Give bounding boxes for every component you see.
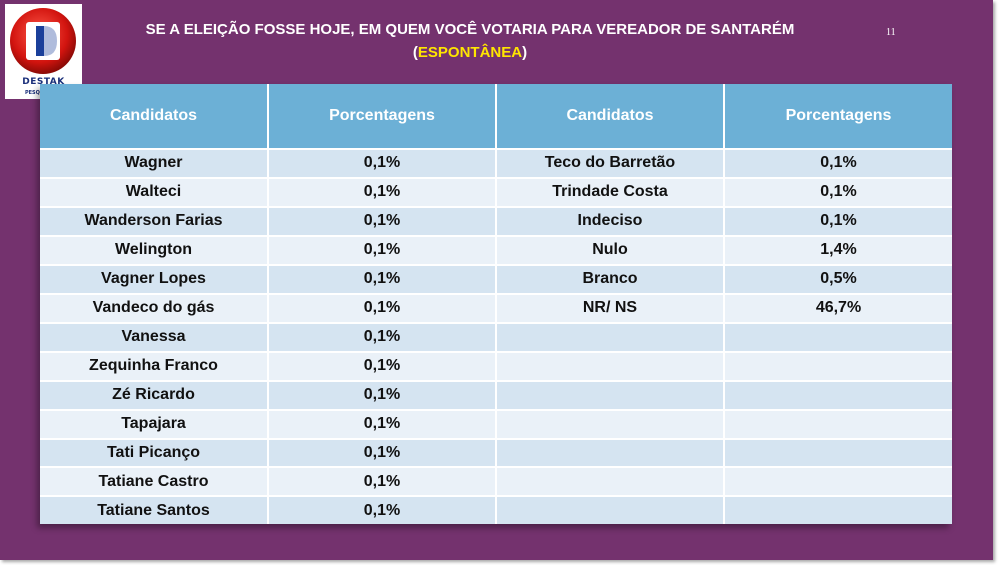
percentage-cell xyxy=(724,322,952,352)
header-candidates-1: Candidatos xyxy=(40,84,269,149)
logo-emblem-icon xyxy=(10,8,76,74)
table-row: Zé Ricardo 0,1% xyxy=(40,380,952,410)
percentage-cell xyxy=(724,380,952,410)
candidate-name-cell xyxy=(496,351,725,381)
candidate-name-cell: Zequinha Franco xyxy=(40,351,269,381)
header-percent-2: Porcentagens xyxy=(724,84,952,149)
logo-name: DESTAK xyxy=(22,77,65,87)
table-row: Vandeco do gás 0,1% NR/ NS 46,7% xyxy=(40,293,952,323)
percentage-cell: 0,1% xyxy=(268,467,497,497)
percentage-cell: 0,1% xyxy=(268,380,497,410)
percentage-cell: 46,7% xyxy=(724,293,952,323)
percentage-cell xyxy=(724,409,952,439)
candidate-name-cell xyxy=(496,467,725,497)
candidate-name-cell: Wagner xyxy=(40,149,269,178)
candidate-name-cell: Tati Picanço xyxy=(40,438,269,468)
candidate-name-cell xyxy=(496,380,725,410)
table-row: Walteci 0,1% Trindade Costa 0,1% xyxy=(40,177,952,207)
page-number: 11 xyxy=(886,27,896,38)
title-line-2: (ESPONTÂNEA) xyxy=(100,41,840,64)
title-paren-open: ( xyxy=(412,44,418,61)
title-highlight: ESPONTÂNEA xyxy=(417,44,523,61)
candidate-name-cell: Vagner Lopes xyxy=(40,264,269,294)
candidate-name-cell: Wanderson Farias xyxy=(40,206,269,236)
table-row: Wagner 0,1% Teco do Barretão 0,1% xyxy=(40,149,952,178)
candidate-name-cell: Welington xyxy=(40,235,269,265)
header-candidates-2: Candidatos xyxy=(496,84,725,149)
table-header-row: Candidatos Porcentagens Candidatos Porce… xyxy=(40,84,952,149)
percentage-cell: 0,1% xyxy=(268,235,497,265)
table-row: Vanessa 0,1% xyxy=(40,322,952,352)
percentage-cell: 0,1% xyxy=(724,177,952,207)
candidate-name-cell: Trindade Costa xyxy=(496,177,725,207)
candidate-name-cell: NR/ NS xyxy=(496,293,725,323)
header-percent-1: Porcentagens xyxy=(268,84,497,149)
title-paren-close: ) xyxy=(522,44,528,61)
destak-logo: DESTAK PESQUISAS E xyxy=(5,4,82,99)
candidate-name-cell xyxy=(496,438,725,468)
percentage-cell: 0,1% xyxy=(724,149,952,178)
percentage-cell: 0,5% xyxy=(724,264,952,294)
percentage-cell: 0,1% xyxy=(268,206,497,236)
percentage-cell: 0,1% xyxy=(724,206,952,236)
percentage-cell: 0,1% xyxy=(268,293,497,323)
percentage-cell: 0,1% xyxy=(268,322,497,352)
candidate-name-cell: Teco do Barretão xyxy=(496,149,725,178)
table-row: Tapajara 0,1% xyxy=(40,409,952,439)
candidate-name-cell: Zé Ricardo xyxy=(40,380,269,410)
candidate-name-cell: Tapajara xyxy=(40,409,269,439)
table-row: Welington 0,1% Nulo 1,4% xyxy=(40,235,952,265)
table-row: Vagner Lopes 0,1% Branco 0,5% xyxy=(40,264,952,294)
candidate-name-cell xyxy=(496,322,725,352)
percentage-cell: 0,1% xyxy=(268,496,497,524)
candidate-name-cell: Branco xyxy=(496,264,725,294)
table-row: Zequinha Franco 0,1% xyxy=(40,351,952,381)
percentage-cell: 1,4% xyxy=(724,235,952,265)
title-line-1: SE A ELEIÇÃO FOSSE HOJE, EM QUEM VOCÊ VO… xyxy=(145,21,795,38)
candidate-name-cell: Tatiane Santos xyxy=(40,496,269,524)
percentage-cell: 0,1% xyxy=(268,351,497,381)
candidate-name-cell: Walteci xyxy=(40,177,269,207)
table-row: Tati Picanço 0,1% xyxy=(40,438,952,468)
candidate-name-cell xyxy=(496,496,725,524)
table-row: Wanderson Farias 0,1% Indeciso 0,1% xyxy=(40,206,952,236)
results-table-container: Candidatos Porcentagens Candidatos Porce… xyxy=(40,84,952,524)
percentage-cell: 0,1% xyxy=(268,438,497,468)
candidate-name-cell: Tatiane Castro xyxy=(40,467,269,497)
percentage-cell: 0,1% xyxy=(268,409,497,439)
percentage-cell: 0,1% xyxy=(268,177,497,207)
percentage-cell xyxy=(724,496,952,524)
candidate-name-cell: Nulo xyxy=(496,235,725,265)
percentage-cell: 0,1% xyxy=(268,149,497,178)
percentage-cell xyxy=(724,438,952,468)
candidate-name-cell xyxy=(496,409,725,439)
candidate-name-cell: Vanessa xyxy=(40,322,269,352)
percentage-cell xyxy=(724,351,952,381)
percentage-cell xyxy=(724,467,952,497)
results-table: Candidatos Porcentagens Candidatos Porce… xyxy=(40,84,952,524)
slide-title: SE A ELEIÇÃO FOSSE HOJE, EM QUEM VOCÊ VO… xyxy=(100,18,840,64)
percentage-cell: 0,1% xyxy=(268,264,497,294)
table-row: Tatiane Castro 0,1% xyxy=(40,467,952,497)
candidate-name-cell: Vandeco do gás xyxy=(40,293,269,323)
candidate-name-cell: Indeciso xyxy=(496,206,725,236)
table-row: Tatiane Santos 0,1% xyxy=(40,496,952,524)
